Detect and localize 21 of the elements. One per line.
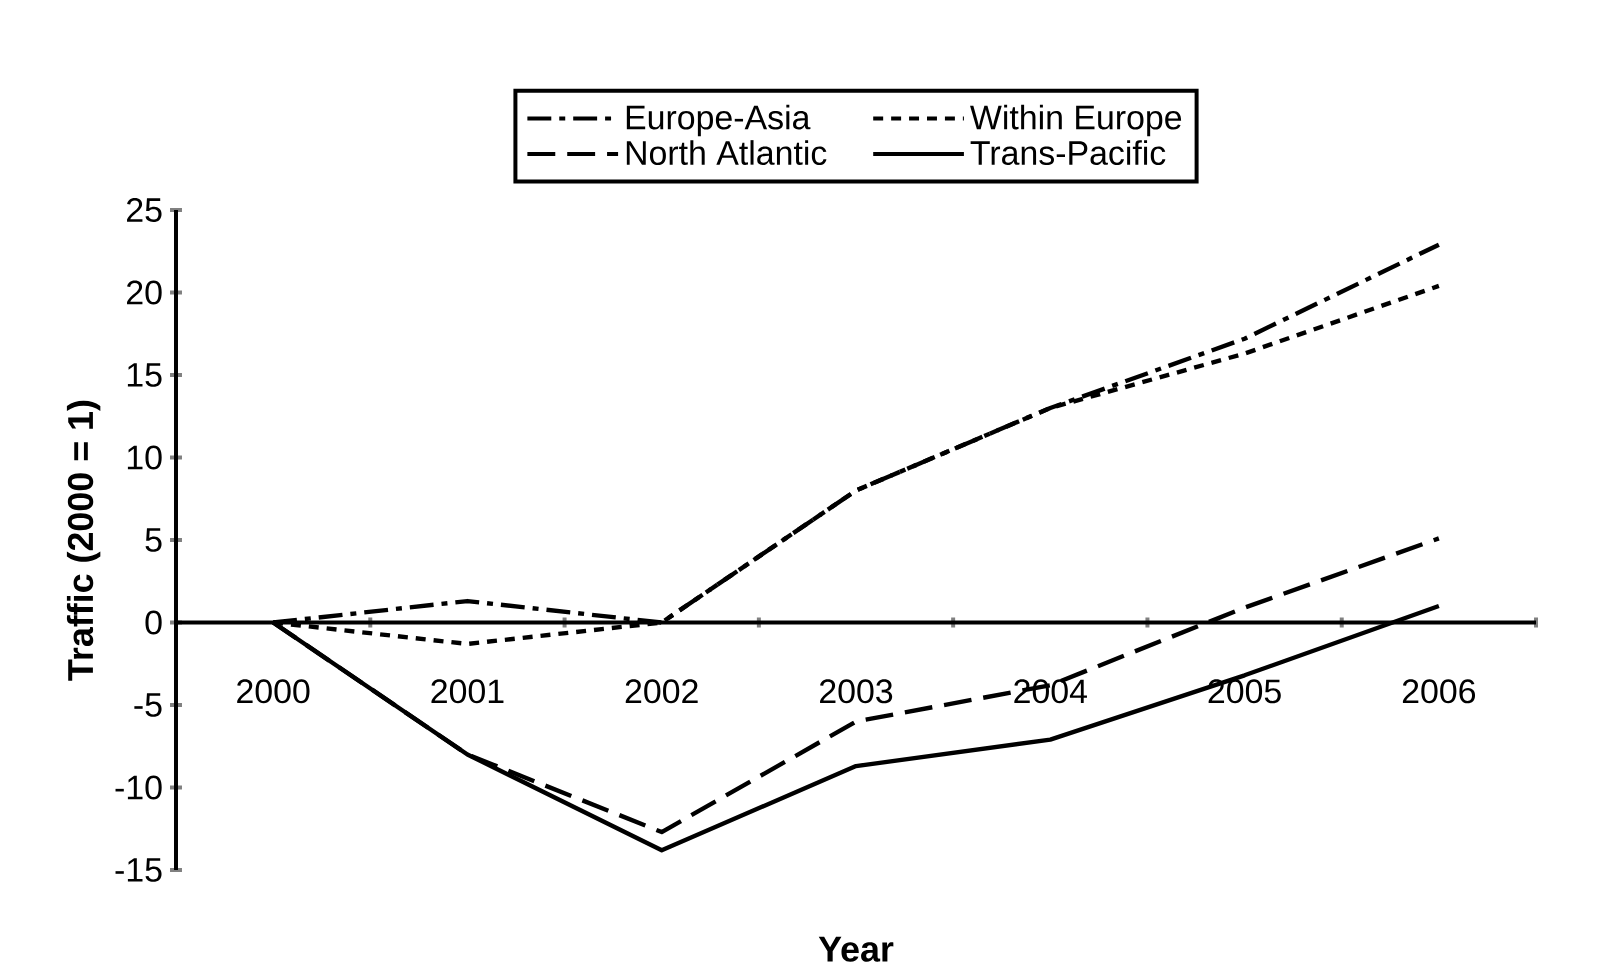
- x-tick-label: 2000: [237, 679, 310, 704]
- x-tick-label: 2006: [1402, 679, 1476, 704]
- x-axis-title: Year: [818, 936, 894, 962]
- y-tick-label: 0: [145, 610, 162, 635]
- y-tick-label: 15: [127, 363, 162, 387]
- y-tick-label: -5: [134, 693, 162, 717]
- x-tick-label: 2003: [820, 679, 893, 704]
- y-tick-label: 10: [127, 445, 162, 470]
- legend-label: North Atlantic: [626, 140, 827, 166]
- y-tick-label: -15: [115, 858, 162, 882]
- legend-label: Trans-Pacific: [970, 140, 1166, 166]
- x-tick-label: 2001: [431, 679, 504, 704]
- x-tick-label: 2005: [1208, 679, 1281, 704]
- x-tick-label: 2002: [625, 679, 698, 704]
- y-axis-title: Traffic (2000 = 1): [66, 400, 101, 681]
- y-tick-label: -10: [115, 775, 162, 800]
- y-tick-label: 20: [127, 280, 162, 305]
- y-tick-label: 5: [145, 528, 162, 552]
- legend-label: Within Europe: [970, 104, 1182, 137]
- legend-label: Europe-Asia: [626, 104, 811, 137]
- y-tick-label: 25: [127, 198, 162, 223]
